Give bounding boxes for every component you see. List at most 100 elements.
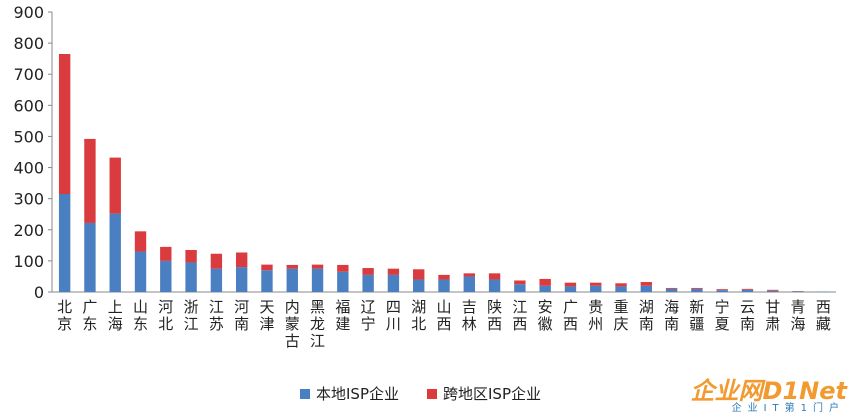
bar-local-isp <box>742 290 753 292</box>
chart-legend: 本地ISP企业 跨地区ISP企业 <box>300 383 569 404</box>
x-tick-label: 京 <box>57 315 72 333</box>
bar-local-isp <box>59 194 70 292</box>
x-tick-label: 江 <box>184 315 199 333</box>
x-tick-label: 州 <box>588 315 603 333</box>
x-tick-label: 黑 <box>310 298 325 316</box>
x-tick-label: 河 <box>158 298 173 316</box>
bar-cross-region-isp <box>388 269 399 275</box>
bar-local-isp <box>312 269 323 292</box>
x-tick-label: 福 <box>335 298 350 316</box>
x-tick-label: 藏 <box>816 315 831 333</box>
bar-cross-region-isp <box>236 252 247 267</box>
bar-local-isp <box>110 214 121 292</box>
x-tick-label: 湖 <box>639 298 654 316</box>
x-tick-label: 西 <box>436 315 451 333</box>
x-tick-label: 广 <box>82 298 97 316</box>
bar-local-isp <box>717 290 728 292</box>
y-tick-label: 200 <box>13 221 44 240</box>
x-tick-label: 南 <box>740 315 755 333</box>
x-tick-label: 浙 <box>184 298 199 316</box>
bar-local-isp <box>767 291 778 292</box>
bar-cross-region-isp <box>261 265 272 271</box>
bar-cross-region-isp <box>312 265 323 269</box>
bar-cross-region-isp <box>110 158 121 214</box>
bar-cross-region-isp <box>135 231 146 251</box>
x-tick-label: 西 <box>816 298 831 316</box>
legend-label-local-isp: 本地ISP企业 <box>316 383 399 404</box>
x-tick-label: 山 <box>133 298 148 316</box>
y-tick-label: 900 <box>13 3 44 22</box>
bar-local-isp <box>514 284 525 292</box>
x-tick-label: 北 <box>411 315 426 333</box>
bar-local-isp <box>438 280 449 292</box>
bar-local-isp <box>590 286 601 292</box>
x-tick-label: 陕 <box>487 298 502 316</box>
x-tick-label: 云 <box>740 298 755 316</box>
bar-cross-region-isp <box>464 273 475 276</box>
bar-cross-region-isp <box>413 269 424 279</box>
bar-local-isp <box>211 269 222 292</box>
x-tick-label: 古 <box>285 332 300 350</box>
bar-local-isp <box>489 280 500 292</box>
bar-cross-region-isp <box>539 279 550 286</box>
x-tick-label: 西 <box>512 315 527 333</box>
bar-cross-region-isp <box>717 289 728 290</box>
x-tick-label: 西 <box>487 315 502 333</box>
bar-cross-region-isp <box>565 283 576 287</box>
bar-local-isp <box>261 270 272 292</box>
x-tick-label: 新 <box>689 298 704 316</box>
legend-swatch-cross-region-isp <box>427 389 437 399</box>
x-tick-label: 夏 <box>715 315 730 333</box>
x-tick-label: 青 <box>791 298 806 316</box>
x-tick-label: 辽 <box>361 298 376 316</box>
x-tick-label: 河 <box>234 298 249 316</box>
x-tick-label: 庆 <box>614 315 629 333</box>
legend-item-local-isp: 本地ISP企业 <box>300 383 399 404</box>
bar-cross-region-isp <box>211 254 222 269</box>
bar-local-isp <box>641 286 652 292</box>
bar-local-isp <box>84 223 95 292</box>
x-tick-label: 山 <box>436 298 451 316</box>
x-tick-label: 津 <box>259 315 274 333</box>
x-tick-label: 南 <box>664 315 679 333</box>
x-tick-label: 北 <box>57 298 72 316</box>
x-tick-label: 重 <box>614 298 629 316</box>
bar-cross-region-isp <box>590 283 601 286</box>
x-tick-label: 东 <box>133 315 148 333</box>
bar-cross-region-isp <box>641 282 652 286</box>
x-tick-label: 苏 <box>209 315 224 333</box>
y-tick-label: 400 <box>13 159 44 178</box>
y-tick-label: 600 <box>13 96 44 115</box>
x-tick-label: 甘 <box>765 298 780 316</box>
bar-cross-region-isp <box>767 290 778 291</box>
bar-local-isp <box>413 280 424 292</box>
x-tick-label: 建 <box>335 315 350 333</box>
bar-local-isp <box>792 291 803 292</box>
bar-cross-region-isp <box>160 247 171 261</box>
x-tick-label: 海 <box>108 315 123 333</box>
x-tick-label: 内 <box>285 298 300 316</box>
x-tick-label: 南 <box>639 315 654 333</box>
bar-local-isp <box>135 252 146 292</box>
bar-cross-region-isp <box>615 283 626 286</box>
y-tick-label: 100 <box>13 252 44 271</box>
x-tick-label: 江 <box>512 298 527 316</box>
bar-local-isp <box>388 275 399 292</box>
bar-local-isp <box>615 286 626 292</box>
x-tick-label: 安 <box>538 298 553 316</box>
bar-local-isp <box>337 272 348 292</box>
bar-local-isp <box>565 286 576 292</box>
x-tick-label: 龙 <box>310 315 325 333</box>
bar-cross-region-isp <box>59 54 70 194</box>
bar-cross-region-isp <box>337 265 348 272</box>
x-tick-label: 肃 <box>765 315 780 333</box>
watermark-tagline: 企业IT第1门户 <box>732 399 845 414</box>
bar-local-isp <box>539 286 550 292</box>
bar-cross-region-isp <box>691 288 702 289</box>
bar-local-isp <box>666 289 677 292</box>
bar-cross-region-isp <box>287 265 298 269</box>
bar-cross-region-isp <box>489 273 500 279</box>
x-tick-label: 林 <box>462 315 477 333</box>
y-tick-label: 700 <box>13 65 44 84</box>
x-tick-label: 徽 <box>538 315 553 333</box>
